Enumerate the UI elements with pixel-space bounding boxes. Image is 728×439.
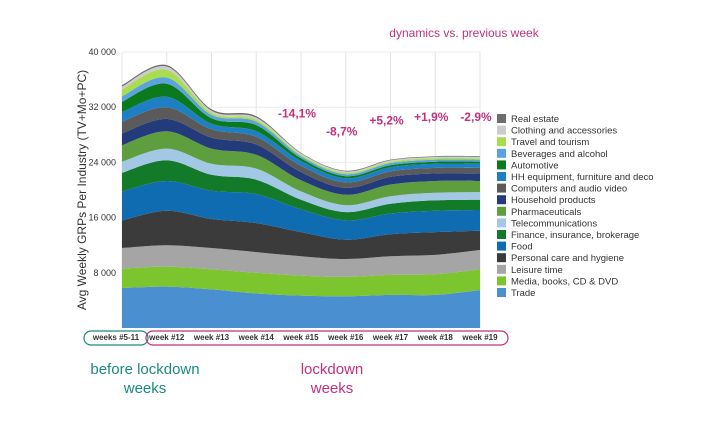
legend-swatch (497, 241, 506, 251)
dynamics-annotations: -14,1% -8,7% +5,2% +1,9% -2,9% (278, 107, 492, 139)
legend-label: Computers and audio video (511, 184, 627, 195)
y-tick-label: 40 000 (88, 47, 116, 57)
legend-swatch (497, 195, 506, 205)
area-media-books-cd-dvd (122, 266, 480, 297)
legend-swatch (497, 114, 506, 123)
x-tick-label: week #18 (417, 333, 454, 342)
legend-swatch (497, 218, 506, 228)
before-lockdown-line1: before lockdown (90, 361, 200, 378)
legend-label: Beverages and alcohol (511, 149, 608, 160)
legend-label: Household products (511, 195, 596, 206)
period-brackets (83, 330, 509, 346)
legend-label: Travel and tourism (511, 137, 589, 148)
legend-label: Finance, insurance, brokerage (511, 230, 639, 241)
legend-label: Leisure time (511, 265, 563, 276)
legend-swatch (497, 172, 506, 181)
legend-label: Clothing and accessories (511, 126, 617, 137)
legend-swatch (497, 183, 506, 193)
legend-swatch (497, 160, 506, 170)
y-tick-label: 16 000 (88, 213, 116, 223)
lockdown-line2: weeks (310, 380, 354, 397)
legend-swatch (497, 288, 506, 297)
x-tick-label: week #19 (461, 333, 498, 342)
before-lockdown-line2: weeks (123, 380, 167, 397)
legend-swatch (497, 276, 506, 286)
legend-swatch (497, 230, 506, 239)
area-trade (122, 286, 480, 328)
legend-label: Trade (511, 288, 535, 299)
legend-label: Telecommunications (511, 218, 597, 229)
dynamics-label: +1,9% (414, 110, 449, 124)
legend-label: Personal care and hygiene (511, 253, 624, 264)
before-lockdown-label: before lockdown weeks (80, 360, 210, 398)
legend-swatch (497, 264, 506, 274)
area-leisure-time (122, 245, 480, 277)
legend-label: Automotive (511, 160, 559, 171)
area-food (122, 180, 480, 240)
x-tick-label: weeks #5-11 (92, 333, 140, 342)
x-tick-label: week #14 (238, 333, 275, 342)
area-household-products (122, 118, 480, 195)
dynamics-label: -8,7% (326, 125, 358, 139)
area-computers-and-audio-video (122, 107, 480, 188)
y-tick-label: 8 000 (93, 268, 116, 278)
legend-label: Media, books, CD & DVD (511, 276, 618, 287)
dynamics-label: -14,1% (278, 107, 316, 121)
area-hh-equipment-furniture-and-deco (122, 96, 480, 183)
lockdown-line1: lockdown (300, 361, 364, 378)
legend-swatch (497, 206, 506, 216)
y-tick-label: 32 000 (88, 102, 116, 112)
area-telecommunications (122, 148, 480, 213)
area-personal-care-and-hygiene (122, 210, 480, 259)
x-tick-label: week #13 (193, 333, 230, 342)
before-lockdown-bracket (83, 330, 149, 346)
area-automotive (122, 83, 480, 179)
chart-title: dynamics vs. previous week (389, 26, 539, 40)
area-beverages-and-alcohol (122, 77, 480, 177)
legend-label: Pharmaceuticals (511, 207, 581, 218)
x-tick-label: week #12 (148, 333, 185, 342)
area-finance-insurance-brokerage (122, 160, 480, 221)
y-axis-label: Avg Weekly GRPs Per Industry (TV+Mo+PC) (75, 70, 89, 310)
legend-swatch (497, 137, 506, 147)
legend-label: Real estate (511, 114, 559, 125)
dynamics-label: +5,2% (369, 114, 404, 128)
legend-label: HH equipment, furniture and deco (511, 172, 654, 183)
dynamics-label: -2,9% (460, 110, 492, 124)
legend-swatch (497, 148, 506, 158)
legend-swatch (497, 125, 506, 135)
lockdown-bracket (145, 330, 509, 346)
area-pharmaceuticals (122, 131, 480, 206)
area-layers (122, 64, 480, 328)
lockdown-label: lockdown weeks (272, 360, 392, 398)
x-axis-ticks: weeks #5-11 week #12 week #13 week #14 week … (92, 333, 498, 342)
legend-swatch (497, 253, 506, 263)
x-tick-label: week #15 (282, 333, 319, 342)
x-tick-label: week #16 (327, 333, 364, 342)
legend-label: Food (511, 242, 533, 253)
y-tick-label: 24 000 (88, 157, 116, 167)
x-tick-label: week #17 (372, 333, 409, 342)
y-axis-ticks: 8 000 16 000 24 000 32 000 40 000 (88, 47, 116, 278)
